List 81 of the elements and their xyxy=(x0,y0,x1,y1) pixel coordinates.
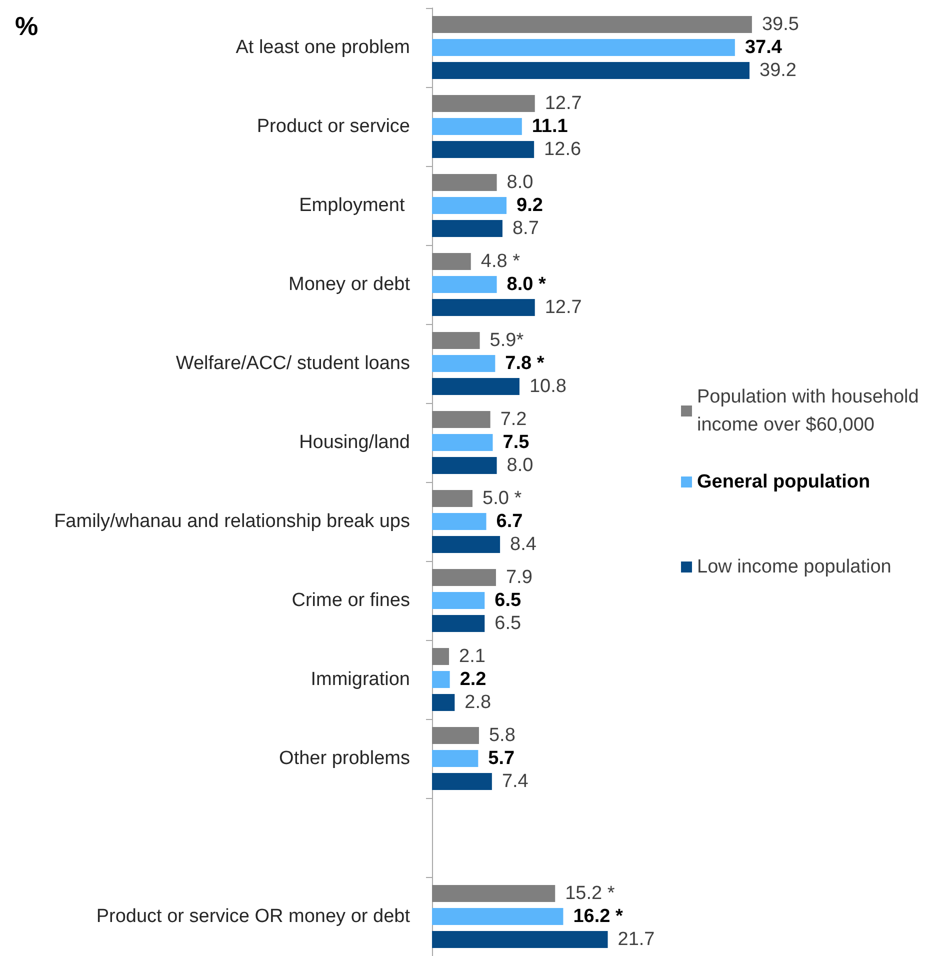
data-label: 8.0 * xyxy=(506,274,546,295)
text: % xyxy=(15,11,38,41)
data-label: 7.5 xyxy=(502,432,530,453)
data-label: 6.5 xyxy=(494,590,522,611)
data-label: 12.7 xyxy=(544,296,582,318)
data-label: 6.7 xyxy=(496,511,523,532)
y-tick-label: Welfare/ACC/ student loans xyxy=(176,353,410,374)
bar xyxy=(432,536,500,553)
data-label: 7.8 * xyxy=(505,353,545,374)
y-tick-label: Crime or fines xyxy=(292,590,410,611)
bar xyxy=(432,671,450,688)
y-tick-label: At least one problem xyxy=(236,37,410,58)
data-label: 6.5 xyxy=(494,612,522,634)
data-label: 21.7 xyxy=(618,928,655,950)
data-label: 16.2 * xyxy=(573,906,624,927)
bar xyxy=(432,727,479,744)
data-label: 10.8 xyxy=(529,376,566,397)
bar xyxy=(432,140,534,158)
bar xyxy=(432,95,535,112)
data-label: 8.0 xyxy=(506,454,534,476)
bar xyxy=(432,16,752,34)
y-tick-label: Product or service xyxy=(256,116,410,137)
data-label: 2.2 xyxy=(460,669,486,690)
data-label: 37.4 xyxy=(744,37,782,58)
data-label: 5.9* xyxy=(490,330,524,352)
y-tick-label: Money or debt xyxy=(288,274,411,295)
data-label: 39.5 xyxy=(762,14,799,36)
bar xyxy=(432,434,493,451)
y-tick-label: Immigration xyxy=(310,669,410,690)
y-tick-label: Employment xyxy=(299,195,410,216)
bar xyxy=(432,298,535,316)
data-label: 2.1 xyxy=(459,646,486,668)
bar xyxy=(432,276,497,293)
legend-label: Low income population xyxy=(697,556,892,578)
data-label: 12.7 xyxy=(544,93,582,114)
legend-label: Population with household income over $60,000 xyxy=(697,386,924,436)
bar xyxy=(432,220,502,237)
data-label: 15.2 * xyxy=(565,883,616,904)
bar xyxy=(432,62,750,79)
data-label: 5.8 xyxy=(488,725,516,746)
bar xyxy=(432,332,480,350)
bar xyxy=(432,930,608,948)
bar xyxy=(432,908,564,925)
bar xyxy=(432,197,507,214)
bar xyxy=(432,885,556,902)
bar xyxy=(432,253,471,270)
data-label: 11.1 xyxy=(532,116,568,137)
data-label: 7.9 xyxy=(506,567,532,588)
y-tick-label: Housing/land xyxy=(299,432,410,453)
bar xyxy=(432,39,735,56)
bar xyxy=(432,490,472,508)
bar xyxy=(432,378,520,395)
data-label: 8.4 xyxy=(510,534,537,555)
legend-label: General population xyxy=(697,472,870,492)
bar xyxy=(432,411,490,428)
bar xyxy=(432,174,497,192)
bar xyxy=(432,648,450,666)
data-label: 12.6 xyxy=(544,138,582,160)
data-label: 7.2 xyxy=(500,409,527,430)
bar xyxy=(432,569,496,586)
data-label: 9.2 xyxy=(516,195,543,216)
data-label: 8.0 xyxy=(506,172,534,194)
bar xyxy=(432,694,455,711)
bar xyxy=(432,513,486,530)
bar xyxy=(432,614,485,632)
bar xyxy=(432,355,496,372)
bar xyxy=(432,772,492,790)
y-tick-label: Other problems xyxy=(279,748,410,769)
data-label: 8.7 xyxy=(512,218,539,239)
data-label: 7.4 xyxy=(502,770,529,792)
data-label: 5.7 xyxy=(488,748,515,769)
y-tick-label: Family/whanau and relationship break ups xyxy=(54,511,410,532)
data-label: 2.8 xyxy=(464,692,492,713)
data-label: 39.2 xyxy=(760,60,797,81)
data-label: 5.0 * xyxy=(482,488,522,510)
y-tick-label: Product or service OR money or debt xyxy=(96,906,411,927)
bar xyxy=(432,592,485,609)
data-label: 4.8 * xyxy=(480,251,521,272)
bar xyxy=(432,750,478,767)
bar xyxy=(432,456,497,474)
bar xyxy=(432,118,522,135)
